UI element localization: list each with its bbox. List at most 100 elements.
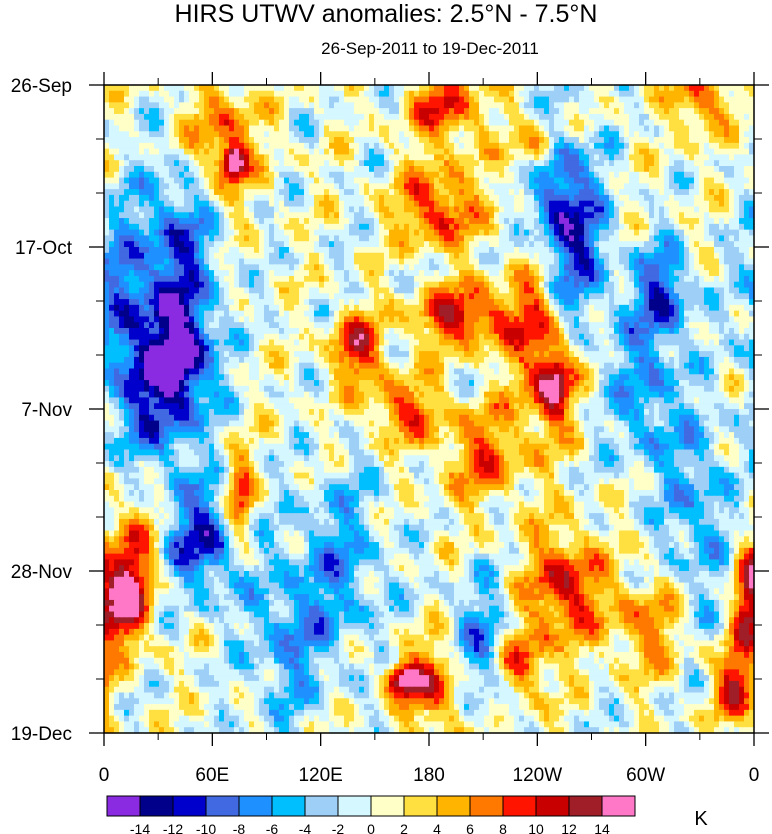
heatmap-cell [439,293,445,300]
heatmap-cell [409,96,415,103]
heatmap-cell [219,90,225,98]
heatmap-cell [744,113,750,121]
heatmap-cell [189,247,195,254]
heatmap-cell [324,304,330,312]
heatmap-cell [249,212,255,219]
heatmap-cell [144,194,150,202]
heatmap-cell [649,264,655,271]
heatmap-cell [739,218,745,225]
heatmap-cell [539,131,545,138]
heatmap-cell [354,264,360,271]
heatmap-cell [264,131,270,138]
heatmap-cell [394,171,400,179]
heatmap-cell [144,299,150,306]
heatmap-cell [444,235,450,242]
heatmap-cell [524,287,530,294]
heatmap-cell [504,189,510,196]
heatmap-cell [559,102,565,109]
heatmap-cell [324,218,330,225]
heatmap-cell [574,171,580,179]
heatmap-cell [479,113,485,121]
heatmap-cell [714,189,720,196]
heatmap-cell [599,148,605,156]
heatmap-cell [604,252,610,260]
heatmap-cell [129,287,135,294]
heatmap-cell [459,166,465,173]
heatmap-cell [629,96,635,103]
heatmap-cell [109,113,115,121]
heatmap-cell [149,113,155,121]
heatmap-cell [574,241,580,248]
heatmap-cell [669,137,675,144]
heatmap-cell [134,229,140,237]
heatmap-cell [119,241,125,248]
heatmap-cell [124,264,130,271]
heatmap-cell [404,108,410,115]
heatmap-cell [104,177,110,184]
heatmap-cell [309,200,315,208]
heatmap-cell [354,235,360,242]
heatmap-cell [359,293,365,300]
heatmap-cell [534,148,540,156]
heatmap-cell [669,154,675,161]
heatmap-cell [644,293,650,300]
heatmap-cell [389,293,395,300]
heatmap-cell [134,177,140,184]
heatmap-cell [104,235,110,242]
heatmap-cell [584,171,590,179]
heatmap-cell [289,142,295,150]
heatmap-cell [504,160,510,167]
heatmap-cell [514,235,520,242]
heatmap-cell [554,200,560,208]
heatmap-cell [654,177,660,184]
heatmap-cell [469,131,475,138]
heatmap-cell [114,252,120,260]
heatmap-cell [349,96,355,103]
heatmap-cell [189,125,195,132]
heatmap-cell [329,108,335,115]
heatmap-cell [449,108,455,115]
heatmap-cell [654,96,660,103]
heatmap-cell [519,90,525,98]
heatmap-cell [564,229,570,237]
heatmap-cell [269,125,275,132]
heatmap-cell [494,166,500,173]
heatmap-cell [739,90,745,98]
heatmap-cell [369,90,375,98]
heatmap-cell [249,85,255,92]
heatmap-cell [499,206,505,213]
heatmap-cell [349,119,355,127]
heatmap-cell [109,137,115,144]
heatmap-cell [294,96,300,103]
heatmap-cell [329,183,335,190]
heatmap-cell [134,299,140,306]
heatmap-cell [244,166,250,173]
heatmap-cell [744,264,750,271]
heatmap-cell [679,183,685,190]
heatmap-cell [564,183,570,190]
heatmap-cell [539,281,545,289]
heatmap-cell [584,264,590,271]
heatmap-cell [159,212,165,219]
heatmap-cell [614,183,620,190]
heatmap-cell [519,200,525,208]
heatmap-cell [244,223,250,231]
heatmap-cell [399,160,405,167]
heatmap-cell [459,148,465,156]
heatmap-cell [309,96,315,103]
heatmap-cell [239,131,245,138]
heatmap-cell [599,287,605,294]
heatmap-cell [204,241,210,248]
heatmap-cell [164,252,170,260]
heatmap-cell [544,137,550,144]
heatmap-cell [609,194,615,202]
heatmap-cell [109,154,115,161]
heatmap-cell [254,119,260,127]
heatmap-cell [189,137,195,144]
heatmap-cell [409,183,415,190]
heatmap-cell [374,160,380,167]
heatmap-cell [574,154,580,161]
heatmap-cell [689,142,695,150]
heatmap-cell [244,287,250,294]
heatmap-cell [734,154,740,161]
